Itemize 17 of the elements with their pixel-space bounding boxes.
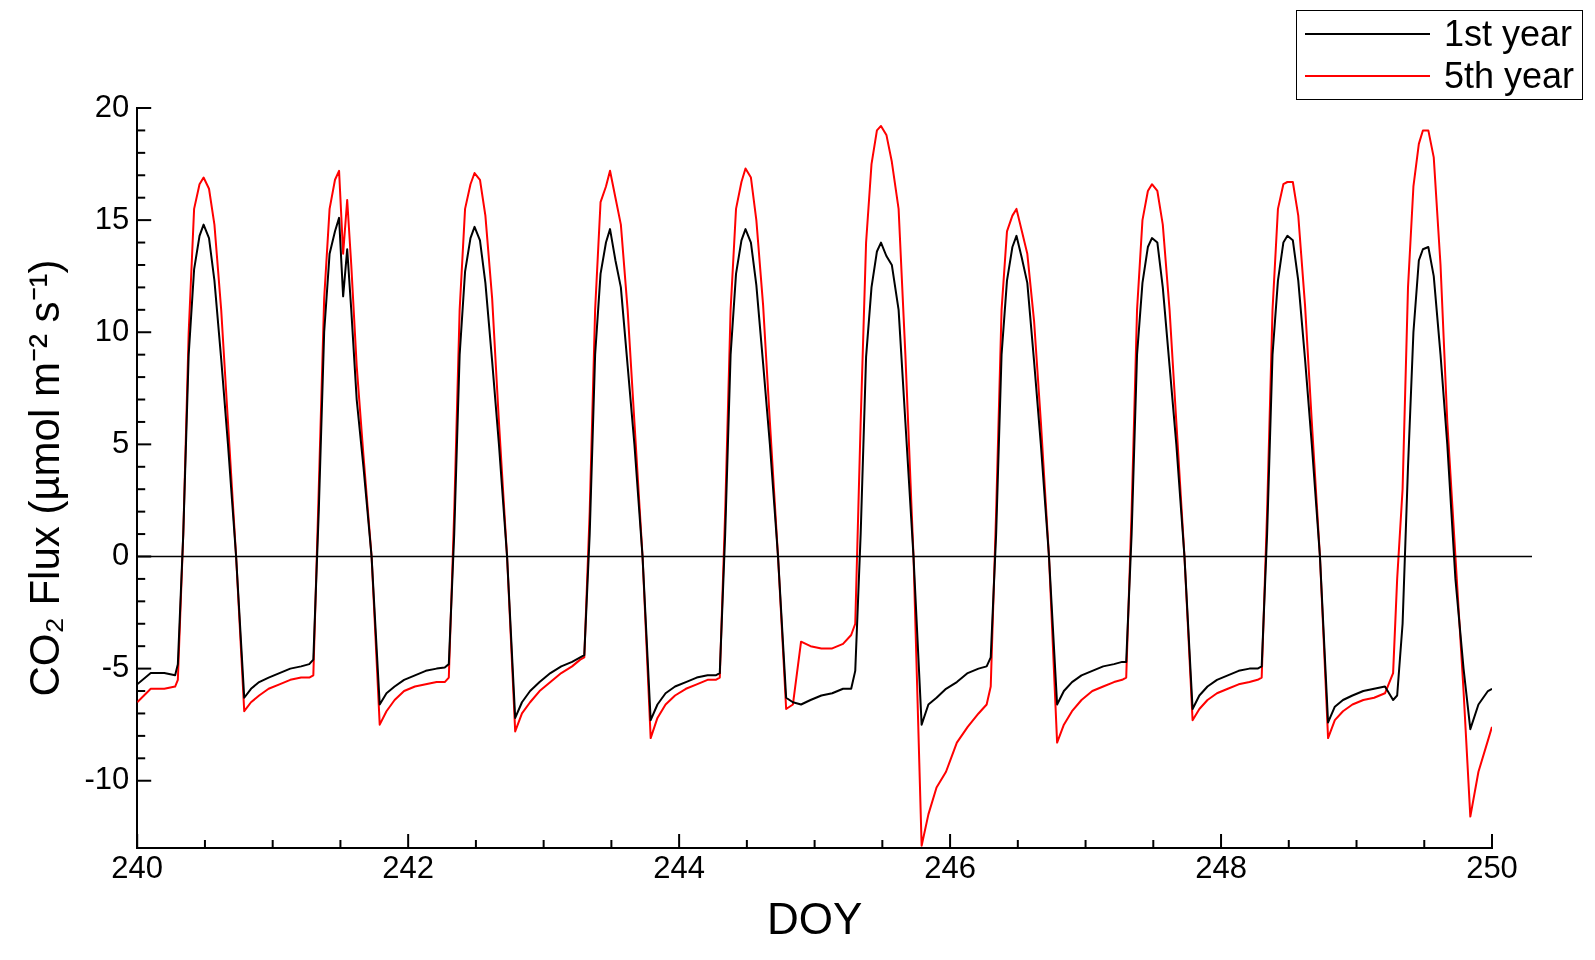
x-tick-label: 246 <box>924 850 976 886</box>
legend-label: 1st year <box>1443 13 1572 55</box>
x-axis-title: DOY <box>766 893 863 943</box>
y-axis-title: CO₂ Flux (µmol m⁻² s⁻¹) <box>20 259 68 697</box>
legend-label: 5th year <box>1443 55 1574 97</box>
y-tick-label: 5 <box>111 424 130 460</box>
y-tick-label: -10 <box>84 761 130 797</box>
y-tick-label: 15 <box>94 200 130 236</box>
y-tick-label: 10 <box>94 312 130 348</box>
y-tick-label: -5 <box>101 649 130 685</box>
x-tick-label: 240 <box>111 850 164 886</box>
x-tick-label: 244 <box>653 850 705 886</box>
x-tick-label: 242 <box>382 850 435 886</box>
y-tick-label: 0 <box>111 537 130 573</box>
y-tick-label: 20 <box>94 88 130 124</box>
x-tick-label: 248 <box>1195 850 1247 886</box>
x-tick-label: 250 <box>1466 850 1518 886</box>
